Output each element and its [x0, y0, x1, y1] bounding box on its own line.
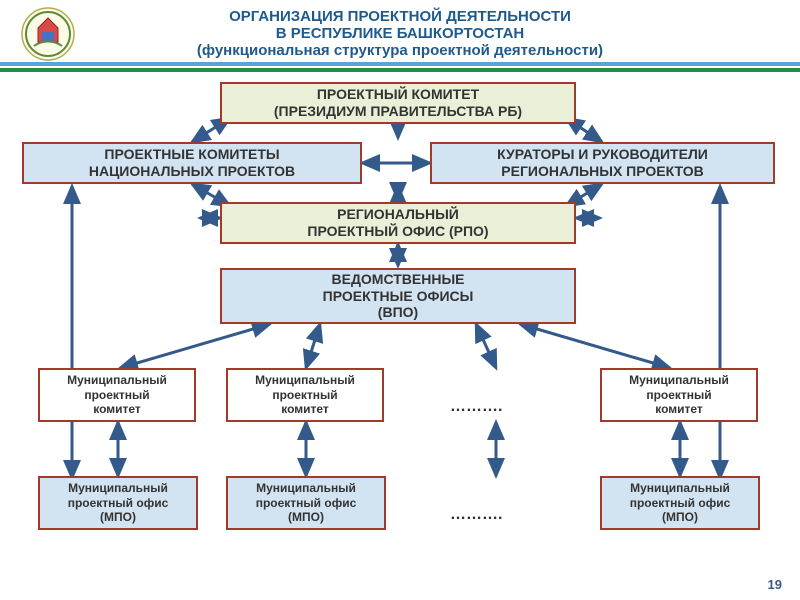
org-node-label: ПРОЕКТНЫЕ ОФИСЫ [323, 288, 474, 305]
page-number: 19 [768, 577, 782, 592]
org-node-label: КУРАТОРЫ И РУКОВОДИТЕЛИ [497, 146, 708, 163]
org-node-n7: Муниципальныйпроектныйкомитет [226, 368, 384, 422]
stripe-blue [0, 62, 800, 66]
org-node-label: (ВПО) [378, 304, 418, 321]
org-node-label: Муниципальный [255, 373, 355, 387]
org-node-label: проектный [272, 388, 337, 402]
title-line-1: ОРГАНИЗАЦИЯ ПРОЕКТНОЙ ДЕЯТЕЛЬНОСТИ [0, 8, 800, 25]
emblem-icon [20, 6, 76, 62]
title-line-3: (функциональная структура проектной деят… [0, 42, 800, 59]
org-node-label: Муниципальный [630, 481, 730, 495]
org-node-label: проектный офис [68, 496, 169, 510]
org-node-label: проектный офис [256, 496, 357, 510]
org-node-n2: ПРОЕКТНЫЕ КОМИТЕТЫНАЦИОНАЛЬНЫХ ПРОЕКТОВ [22, 142, 362, 184]
org-node-label: Муниципальный [67, 373, 167, 387]
org-node-label: РЕГИОНАЛЬНЫЙ [337, 206, 459, 223]
org-node-label: НАЦИОНАЛЬНЫХ ПРОЕКТОВ [89, 163, 295, 180]
arrow [120, 324, 270, 368]
org-node-n10: Муниципальныйпроектный офис(МПО) [226, 476, 386, 530]
org-node-n4: РЕГИОНАЛЬНЫЙПРОЕКТНЫЙ ОФИС (РПО) [220, 202, 576, 244]
org-chart: ПРОЕКТНЫЙ КОМИТЕТ(ПРЕЗИДИУМ ПРАВИТЕЛЬСТВ… [0, 78, 800, 600]
org-node-label: проектный [84, 388, 149, 402]
org-node-label: комитет [655, 402, 703, 416]
org-node-label: комитет [281, 402, 329, 416]
arrow [306, 324, 320, 368]
stripe-green [0, 68, 800, 72]
org-node-label: Муниципальный [68, 481, 168, 495]
org-node-label: Муниципальный [629, 373, 729, 387]
title-line-2: В РЕСПУБЛИКЕ БАШКОРТОСТАН [0, 25, 800, 42]
arrow [476, 324, 496, 368]
org-node-label: ПРОЕКТНЫЙ КОМИТЕТ [317, 86, 479, 103]
org-node-label: ПРОЕКТНЫЙ ОФИС (РПО) [307, 223, 488, 240]
org-node-n1: ПРОЕКТНЫЙ КОМИТЕТ(ПРЕЗИДИУМ ПРАВИТЕЛЬСТВ… [220, 82, 576, 124]
org-node-label: ПРОЕКТНЫЕ КОМИТЕТЫ [104, 146, 279, 163]
org-node-n6: Муниципальныйпроектныйкомитет [38, 368, 196, 422]
org-node-n8: Муниципальныйпроектныйкомитет [600, 368, 758, 422]
org-node-label: (МПО) [288, 510, 324, 524]
org-node-label: (ПРЕЗИДИУМ ПРАВИТЕЛЬСТВА РБ) [274, 103, 522, 120]
org-node-label: РЕГИОНАЛЬНЫХ ПРОЕКТОВ [501, 163, 703, 180]
org-node-label: проектный офис [630, 496, 731, 510]
org-node-label: Муниципальный [256, 481, 356, 495]
org-node-label: проектный [646, 388, 711, 402]
org-node-label: (МПО) [100, 510, 136, 524]
org-node-label: комитет [93, 402, 141, 416]
org-node-n3: КУРАТОРЫ И РУКОВОДИТЕЛИРЕГИОНАЛЬНЫХ ПРОЕ… [430, 142, 775, 184]
ellipsis-label: ………. [450, 506, 502, 524]
org-node-label: ВЕДОМСТВЕННЫЕ [332, 271, 465, 288]
header: ОРГАНИЗАЦИЯ ПРОЕКТНОЙ ДЕЯТЕЛЬНОСТИ В РЕС… [0, 0, 800, 63]
org-node-n11: Муниципальныйпроектный офис(МПО) [600, 476, 760, 530]
ellipsis-label: ………. [450, 398, 502, 416]
org-node-label: (МПО) [662, 510, 698, 524]
org-node-n9: Муниципальныйпроектный офис(МПО) [38, 476, 198, 530]
org-node-n5: ВЕДОМСТВЕННЫЕПРОЕКТНЫЕ ОФИСЫ(ВПО) [220, 268, 576, 324]
arrow [520, 324, 670, 368]
